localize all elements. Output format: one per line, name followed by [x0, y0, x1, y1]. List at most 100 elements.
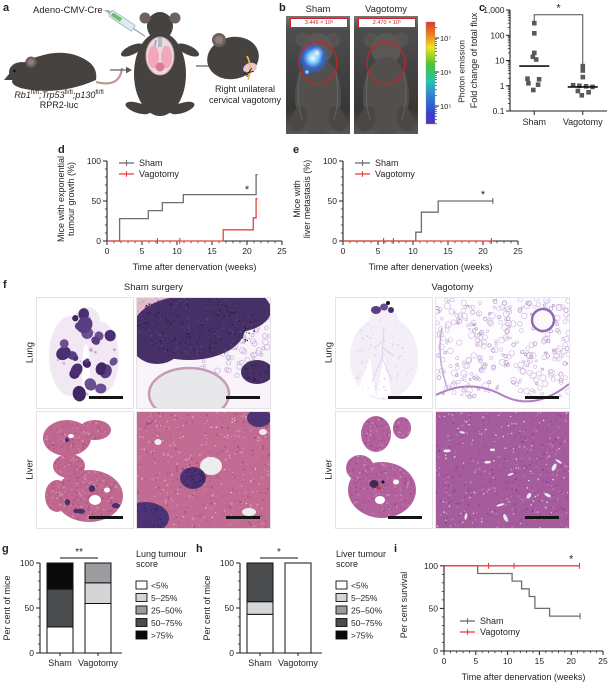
speckle: [250, 480, 252, 482]
speckle: [222, 327, 225, 329]
speckle: [231, 421, 233, 423]
speckle: [454, 451, 456, 453]
speckle: [158, 342, 159, 343]
speckle: [244, 325, 247, 328]
speckle: [436, 525, 439, 528]
alveolus: [552, 348, 556, 353]
speckle: [261, 444, 264, 447]
speckle: [390, 466, 393, 469]
speckle: [472, 439, 474, 441]
speckle: [485, 428, 487, 431]
fissure: [376, 356, 392, 398]
speckle: [157, 350, 160, 352]
speckle: [361, 386, 364, 388]
speckle: [481, 488, 484, 491]
series-line-sham: [107, 173, 258, 242]
speckle: [229, 484, 231, 486]
speckle: [81, 466, 83, 469]
speckle: [196, 352, 199, 355]
speckle: [55, 429, 58, 432]
speckle: [393, 478, 395, 480]
speckle: [50, 443, 53, 445]
speckle: [114, 486, 117, 489]
x-tick-label: 25: [513, 246, 523, 256]
x-tick-label: 0: [442, 656, 447, 666]
data-point: [570, 82, 576, 88]
speckle: [548, 455, 551, 457]
speckle: [254, 468, 257, 470]
reporter-text: RPR2-luc: [39, 100, 79, 110]
significance-star: **: [75, 547, 83, 558]
speckle: [166, 322, 169, 324]
speckle: [82, 447, 84, 450]
speckle: [152, 322, 154, 325]
speckle: [452, 469, 454, 472]
speckle: [361, 350, 364, 352]
speckle: [167, 450, 169, 452]
speckle: [195, 461, 198, 464]
speckle: [518, 484, 521, 487]
speckle: [176, 514, 178, 516]
y-axis-title: Per cent of mice: [202, 575, 212, 640]
speckle: [395, 512, 398, 515]
speckle: [51, 490, 54, 493]
speckle: [260, 439, 262, 441]
speckle: [548, 437, 552, 440]
speckle: [77, 476, 79, 478]
speckle: [504, 458, 507, 461]
speckle: [413, 345, 415, 347]
speckle: [500, 515, 502, 518]
speckle: [400, 325, 403, 327]
speckle: [170, 471, 172, 473]
speckle: [160, 425, 162, 427]
speckle: [77, 448, 80, 450]
speckle: [46, 494, 48, 496]
speckle: [106, 493, 109, 495]
allele-sup: fl/fl: [64, 89, 73, 96]
speckle: [204, 488, 206, 490]
speckle: [107, 509, 110, 512]
speckle: [75, 486, 77, 489]
speckle: [86, 482, 89, 485]
speckle: [231, 331, 234, 334]
sinusoid: [489, 448, 496, 452]
speckle: [366, 323, 369, 326]
legend-label: <5%: [151, 581, 169, 591]
speckle: [478, 468, 481, 470]
speckle: [162, 332, 164, 335]
speckle: [72, 442, 74, 445]
speckle: [266, 447, 269, 449]
speckle: [152, 468, 154, 470]
speckle: [101, 484, 103, 486]
speckle: [392, 335, 394, 337]
speckle: [82, 489, 84, 492]
procedure-line2: cervical vagotomy: [208, 94, 282, 105]
speckle: [381, 508, 384, 511]
speckle: [59, 505, 61, 507]
speckle: [207, 319, 209, 321]
speckle: [203, 315, 206, 318]
speckle: [150, 509, 153, 512]
metastasis-focus: [64, 499, 71, 506]
speckle: [173, 349, 176, 352]
speckle: [234, 419, 236, 422]
speckle: [84, 441, 86, 443]
alveolus: [447, 337, 454, 343]
panel-label-a: a: [3, 2, 10, 14]
speckle: [538, 422, 541, 424]
speckle: [199, 454, 202, 456]
speckle: [202, 474, 205, 477]
speckle: [256, 380, 259, 382]
speckle: [455, 433, 458, 436]
speckle: [179, 470, 181, 472]
speckle: [53, 487, 56, 490]
legend-swatch: [135, 580, 148, 590]
speckle: [445, 512, 448, 514]
alveolus: [470, 352, 477, 359]
speckle: [398, 358, 400, 361]
alveolus: [496, 306, 502, 312]
alveolus: [518, 388, 524, 394]
speckle: [65, 507, 67, 510]
speckle: [98, 479, 101, 481]
speckle: [163, 461, 165, 463]
